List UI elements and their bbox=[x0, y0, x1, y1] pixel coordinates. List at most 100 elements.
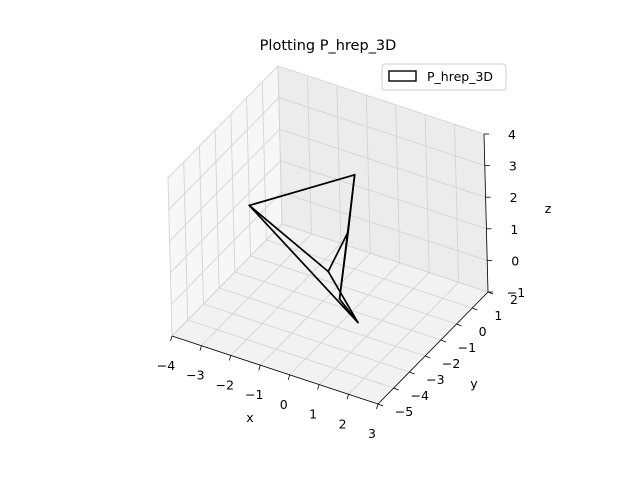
x-axis-line bbox=[171, 335, 379, 405]
grid-line-floor-y bbox=[187, 319, 394, 389]
x-tick bbox=[346, 394, 349, 400]
tick-marks bbox=[170, 133, 494, 410]
x-tick-label: −4 bbox=[157, 358, 175, 373]
y-tick bbox=[472, 307, 478, 311]
y-tick bbox=[409, 371, 415, 375]
polytope-edge bbox=[248, 204, 330, 273]
polytope-edge bbox=[248, 204, 359, 324]
grid-line-back-z bbox=[281, 223, 489, 293]
polytope-edge bbox=[338, 298, 359, 324]
y-tick bbox=[424, 355, 431, 359]
grid-line-left-y bbox=[167, 177, 173, 337]
floor-pane bbox=[172, 224, 488, 404]
polytope-edge bbox=[327, 230, 350, 273]
legend-label: P_hrep_3D bbox=[427, 69, 493, 84]
x-tick bbox=[228, 355, 232, 361]
y-tick bbox=[456, 323, 462, 327]
y-tick-label: 2 bbox=[510, 292, 518, 307]
grid-line-floor-y bbox=[234, 271, 441, 341]
grid-line-back-x bbox=[336, 85, 342, 244]
x-tick bbox=[258, 365, 261, 371]
polytope-edges bbox=[248, 173, 359, 324]
grid-line-floor-y bbox=[219, 287, 426, 357]
grid-line-floor-x bbox=[318, 272, 430, 385]
chart-title: Plotting P_hrep_3D bbox=[260, 38, 397, 54]
y-axis-line bbox=[377, 291, 489, 405]
x-tick bbox=[170, 335, 173, 342]
grid-line-left-y bbox=[261, 81, 267, 241]
y-tick bbox=[377, 403, 384, 407]
z-axis-label: z bbox=[545, 201, 552, 216]
polytope-edge bbox=[327, 270, 359, 324]
z-tick-label: 4 bbox=[508, 127, 516, 142]
y-tick-label: 1 bbox=[494, 308, 502, 323]
z-tick-label: −1 bbox=[507, 285, 525, 300]
x-tick-label: −1 bbox=[245, 387, 263, 402]
grid-line-floor-y bbox=[203, 303, 410, 373]
grid-line-left-z bbox=[170, 160, 281, 274]
y-tick-label: −2 bbox=[442, 356, 460, 371]
grid-line-back-z bbox=[279, 128, 486, 198]
grid-line-left-y bbox=[246, 97, 252, 257]
left-pane bbox=[168, 66, 282, 336]
y-tick-label: −5 bbox=[395, 404, 413, 419]
grid-line-left-y bbox=[198, 145, 204, 305]
grid-line-left-z bbox=[170, 192, 282, 305]
grid-line-back-x bbox=[365, 95, 371, 254]
back-pane bbox=[278, 66, 488, 292]
axis-lines bbox=[171, 133, 489, 405]
x-tick bbox=[317, 384, 320, 390]
grid-line-back-z bbox=[281, 191, 488, 261]
axes-panes bbox=[168, 66, 488, 404]
z-tick-label: 1 bbox=[510, 222, 518, 237]
y-axis-label: y bbox=[470, 376, 478, 391]
y-tick-label: −3 bbox=[426, 372, 444, 387]
grid-line-back-z bbox=[280, 160, 487, 230]
x-tick-label: −3 bbox=[186, 368, 204, 383]
grid-line-left-y bbox=[277, 65, 283, 225]
legend-swatch bbox=[388, 70, 417, 82]
grid-line-back-x bbox=[306, 75, 312, 234]
grid-line-floor-x bbox=[259, 252, 371, 366]
x-tick-label: 3 bbox=[368, 426, 376, 441]
y-tick bbox=[440, 339, 447, 343]
x-axis-label: x bbox=[246, 410, 253, 425]
grid-line-floor-x bbox=[230, 243, 342, 356]
polytope-edge bbox=[248, 173, 356, 207]
grid-lines bbox=[167, 65, 489, 405]
grid-line-back-x bbox=[454, 124, 460, 283]
grid-line-left-y bbox=[230, 113, 236, 273]
grid-line-back-x bbox=[395, 104, 401, 263]
y-tick bbox=[393, 387, 399, 391]
x-tick-label: −2 bbox=[216, 377, 234, 392]
grid-line-floor-y bbox=[250, 255, 457, 325]
y-tick-label: −4 bbox=[410, 388, 428, 403]
grid-line-left-z bbox=[169, 128, 280, 242]
x-tick-label: 1 bbox=[309, 407, 317, 422]
z-tick-label: 0 bbox=[511, 253, 519, 268]
legend: P_hrep_3D bbox=[381, 63, 507, 91]
y-tick-label: 0 bbox=[479, 324, 487, 339]
x-tick-label: 0 bbox=[280, 397, 288, 412]
z-axis-line bbox=[483, 133, 489, 293]
grid-line-left-y bbox=[183, 161, 189, 321]
grid-line-left-y bbox=[214, 129, 220, 289]
grid-line-floor-y bbox=[266, 239, 473, 309]
grid-line-left-z bbox=[167, 65, 279, 179]
grid-line-left-z bbox=[171, 223, 283, 337]
z-tick-label: 3 bbox=[509, 159, 517, 174]
grid-line-back-z bbox=[278, 97, 485, 167]
grid-line-left-z bbox=[168, 97, 280, 210]
grid-line-back-x bbox=[424, 114, 430, 273]
grid-line-floor-x bbox=[348, 281, 459, 395]
x-tick-label: 2 bbox=[339, 416, 347, 431]
grid-line-floor-x bbox=[289, 262, 401, 376]
x-tick bbox=[376, 403, 379, 410]
polytope-edge bbox=[338, 230, 350, 300]
grid-line-back-z bbox=[277, 65, 485, 135]
x-tick bbox=[199, 345, 202, 351]
z-tick-label: 2 bbox=[510, 190, 518, 205]
x-tick bbox=[287, 374, 291, 380]
